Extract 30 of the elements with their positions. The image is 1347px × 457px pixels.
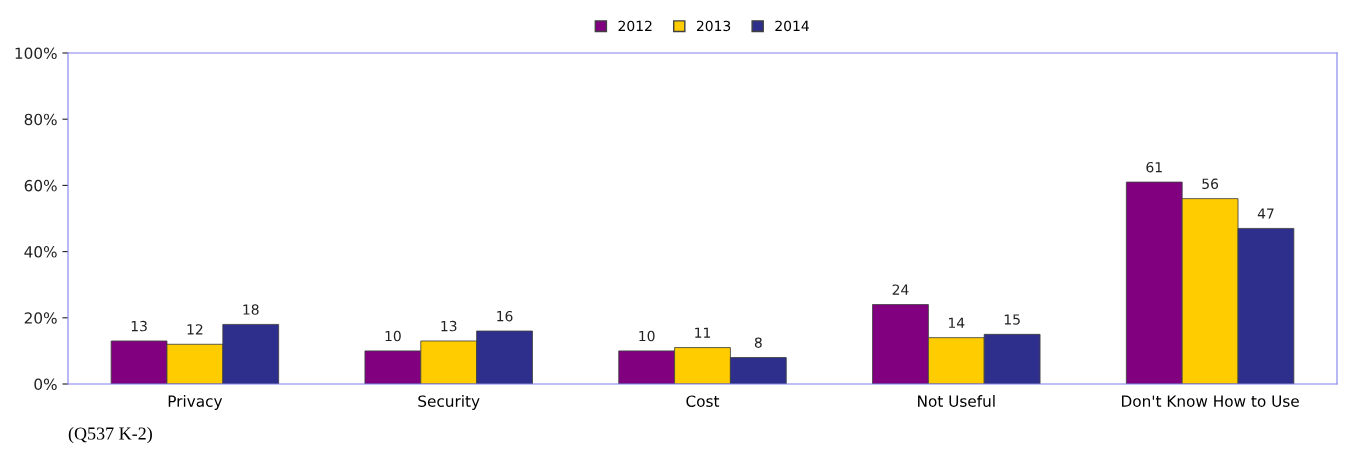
data-label: 18 — [243, 304, 259, 315]
data-label: 56 — [1202, 178, 1219, 189]
legend-label: 2013 — [696, 20, 731, 32]
data-label: 10 — [385, 330, 401, 342]
y-tick-label: 60% — [24, 179, 57, 192]
x-tick-label: Cost — [686, 395, 720, 407]
data-label: 11 — [695, 327, 711, 338]
y-tick-label: 40% — [24, 246, 57, 258]
data-label: 61 — [1146, 161, 1162, 173]
data-label: 8 — [754, 337, 762, 348]
text: (Q537 K-2) — [68, 426, 152, 444]
x-tick-label: Security — [418, 395, 480, 410]
data-label: 47 — [1257, 208, 1274, 219]
y-tick-label: 100% — [15, 47, 57, 60]
data-label: 13 — [131, 320, 147, 332]
x-tick-label: Don't Know How to Use — [1122, 395, 1299, 407]
legend-label: 2014 — [775, 20, 809, 32]
x-tick-label: Privacy — [168, 395, 223, 410]
data-label: 16 — [497, 310, 513, 322]
data-label: 14 — [948, 317, 965, 328]
data-label: 13 — [441, 320, 457, 332]
x-tick-label: Not Useful — [918, 395, 995, 407]
data-label: 24 — [892, 284, 909, 295]
y-tick-label: 20% — [24, 312, 57, 324]
y-tick-label: 0% — [34, 378, 57, 391]
y-tick-label: 80% — [24, 113, 57, 126]
data-label: 15 — [1004, 314, 1020, 325]
legend-label: 2012 — [618, 20, 652, 32]
data-label: 10 — [639, 330, 655, 342]
data-label: 12 — [187, 324, 203, 335]
